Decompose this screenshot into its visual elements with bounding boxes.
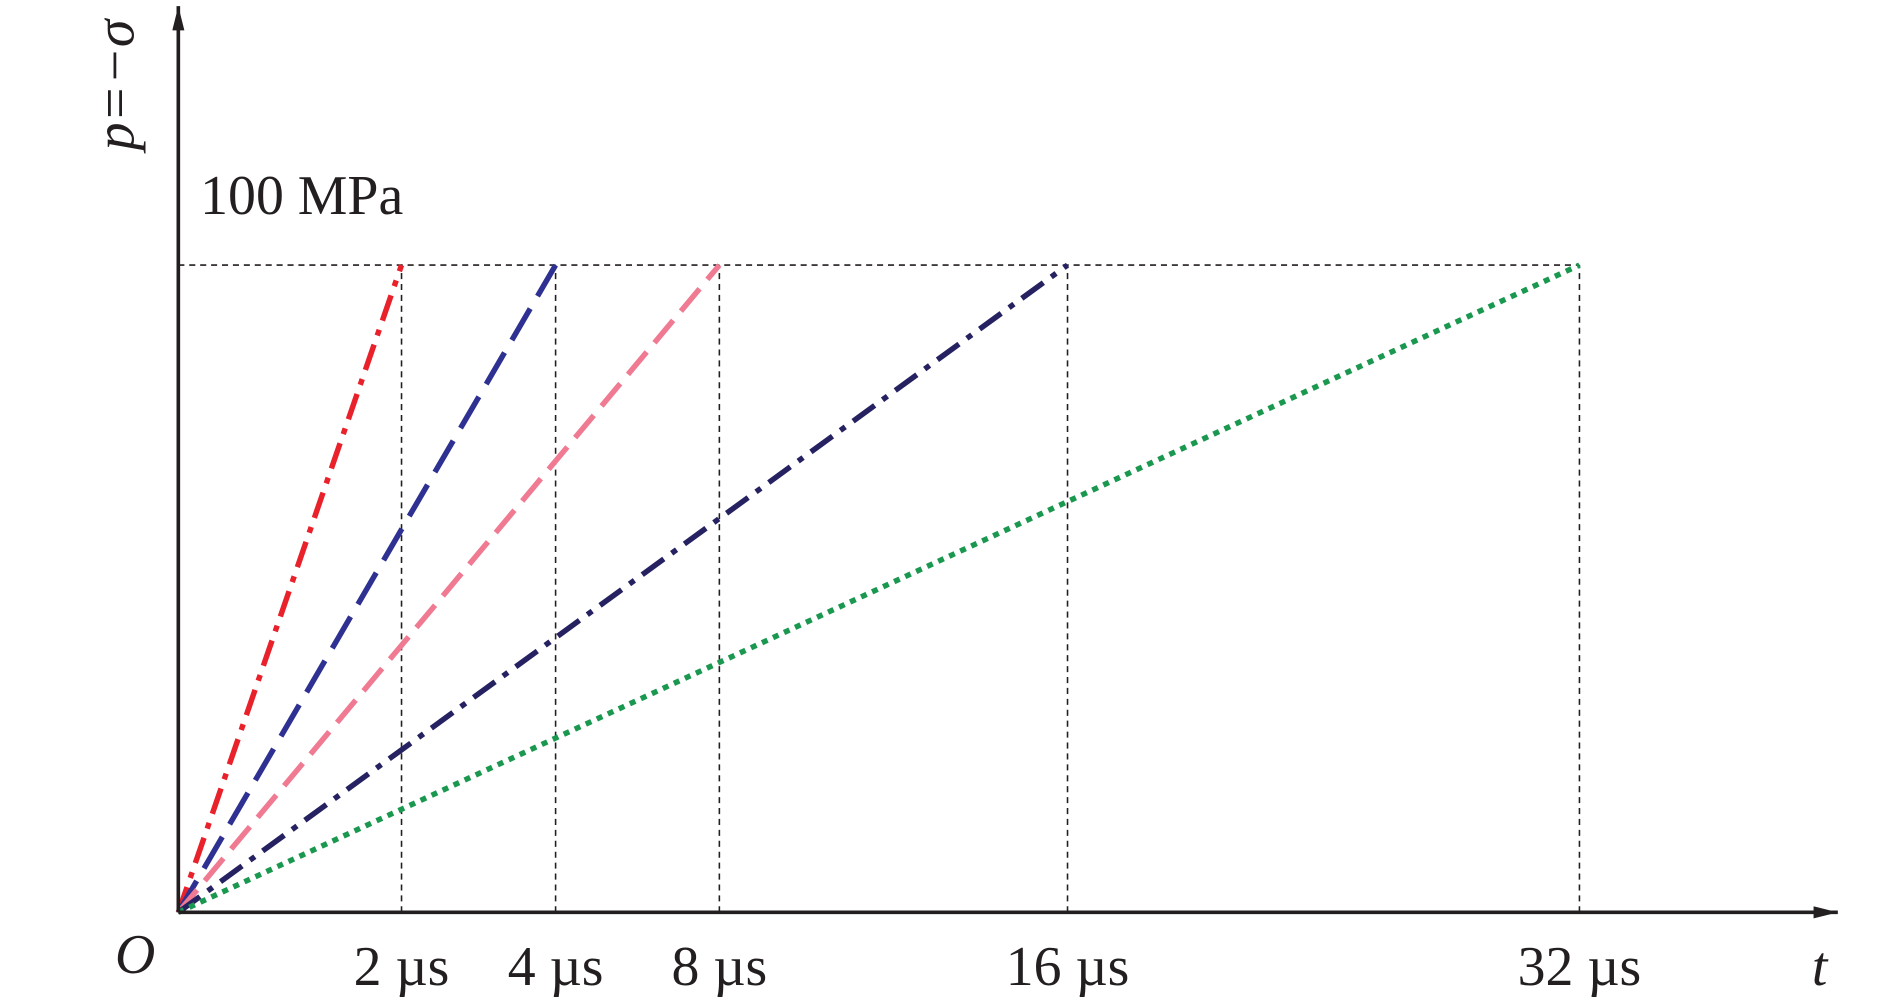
x-tick-label: 32 µs: [1518, 936, 1642, 998]
series-line: [176, 263, 722, 915]
y-axis-label: p=−σ: [84, 17, 146, 154]
series-line: [175, 263, 558, 914]
x-tick-label: 2 µs: [354, 936, 450, 998]
x-tick-label: 8 µs: [672, 936, 768, 998]
origin-label: O: [115, 924, 155, 986]
x-tick-label: 4 µs: [508, 936, 604, 998]
y-tick-label: 100 MPa: [200, 165, 403, 227]
x-tick-label: 16 µs: [1006, 936, 1130, 998]
series-line: [176, 262, 1070, 915]
series-line: [175, 264, 405, 914]
series-line: [177, 262, 1581, 915]
x-axis-label: t: [1812, 936, 1829, 998]
